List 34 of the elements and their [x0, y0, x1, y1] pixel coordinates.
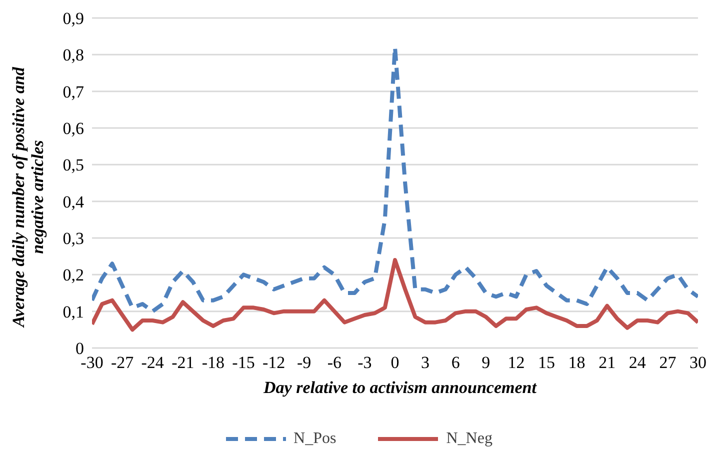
x-tick-label: -27 [110, 353, 134, 372]
x-tick-label: -18 [202, 353, 225, 372]
x-tick-label: 0 [390, 353, 400, 372]
y-tick-label: 0,6 [62, 119, 84, 138]
legend-label: N_Neg [446, 430, 492, 448]
x-tick-label: 9 [482, 353, 490, 372]
y-tick-label: 0,8 [62, 46, 84, 65]
y-tick-label: 0,3 [62, 229, 84, 248]
x-tick-label: 6 [451, 353, 460, 372]
x-tick-label: 24 [628, 353, 646, 372]
x-tick-label: 30 [690, 353, 706, 372]
line-series [92, 258, 698, 332]
y-tick-label: 0,2 [62, 266, 84, 285]
x-tick-label: -9 [297, 353, 312, 372]
y-tick-label: 0,4 [62, 192, 84, 212]
y-tick-label: 0,7 [62, 82, 84, 102]
x-tick-label: -15 [232, 353, 255, 372]
x-tick-label: 21 [598, 353, 616, 372]
y-tick-label: 0,5 [62, 156, 84, 175]
x-tick-label: -24 [141, 353, 164, 372]
x-tick-label: 15 [538, 353, 555, 372]
x-tick-label: 12 [508, 353, 525, 372]
x-axis-title: Day relative to activism announcement [262, 378, 538, 398]
y-axis-title: Average daily number of positive and negative articles [9, 66, 47, 330]
legend-label: N_Pos [294, 430, 336, 448]
x-tick-label: -21 [172, 353, 194, 372]
y-tick-label: 0,9 [62, 9, 84, 28]
x-tick-label: -3 [358, 353, 372, 372]
y-tick-label: 0,1 [62, 302, 84, 322]
x-tick-label: -12 [262, 353, 286, 372]
x-tick-label: -6 [327, 353, 342, 372]
x-tick-label: 3 [421, 353, 430, 372]
x-tick-label: 27 [659, 353, 677, 372]
x-tick-label: 18 [568, 353, 586, 372]
